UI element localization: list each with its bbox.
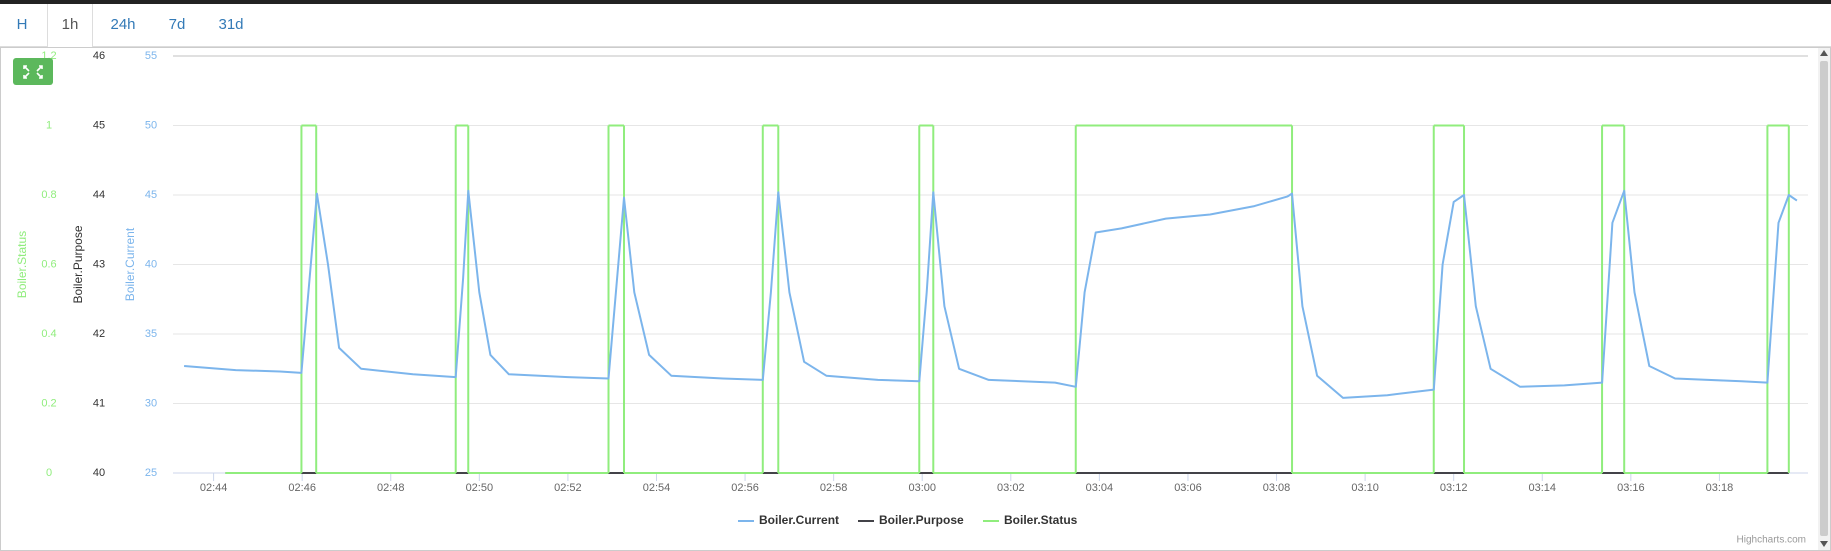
x-tick-label: 03:18	[1706, 482, 1734, 494]
credits[interactable]: Highcharts.com	[1737, 535, 1806, 546]
scrollbar-thumb[interactable]	[1820, 61, 1828, 536]
scroll-down[interactable]	[1820, 541, 1828, 547]
x-tick-label: 03:10	[1351, 482, 1379, 494]
y-tick-label: 0.4	[41, 328, 56, 340]
y-tick-label: 0	[46, 467, 52, 479]
y-tick-label: 55	[145, 50, 157, 62]
chart-frame	[0, 47, 1831, 551]
y-tick-label: 44	[93, 189, 105, 201]
y-tick-label: 50	[145, 119, 157, 131]
y-tick-label: 0.8	[41, 189, 56, 201]
scroll-up[interactable]	[1820, 50, 1828, 56]
y-tick-label: 46	[93, 50, 105, 62]
tab[interactable]: H	[16, 16, 28, 33]
x-tick-label: 03:12	[1440, 482, 1468, 494]
x-tick-label: 02:52	[554, 482, 582, 494]
tab[interactable]: 1h	[47, 4, 93, 47]
y-tick-label: 43	[93, 258, 105, 270]
y-tick-label: 40	[93, 467, 105, 479]
legend-item[interactable]: Boiler.Purpose	[858, 513, 964, 527]
x-tick-label: 02:58	[820, 482, 848, 494]
tab[interactable]: 7d	[168, 16, 186, 33]
x-tick-label: 03:06	[1174, 482, 1202, 494]
y-axis-title: Boiler.Current	[123, 227, 137, 301]
legend-label[interactable]: Boiler.Current	[759, 513, 839, 527]
series-line	[184, 189, 1798, 399]
plot-layer: 00.20.40.60.811.2Boiler.Status4041424344…	[15, 50, 1808, 527]
legend-label[interactable]: Boiler.Status	[1004, 513, 1078, 527]
tab[interactable]: 24h	[110, 16, 136, 33]
x-tick-label: 03:14	[1529, 482, 1557, 494]
x-tick-label: 03:16	[1617, 482, 1645, 494]
x-tick-label: 03:00	[908, 482, 936, 494]
y-axis-title: Boiler.Status	[15, 231, 29, 298]
fullscreen-button[interactable]	[13, 58, 53, 85]
x-tick-label: 02:46	[288, 482, 316, 494]
fullscreen-icon[interactable]	[23, 65, 43, 79]
y-axis-title: Boiler.Purpose	[71, 225, 85, 303]
top-bar	[0, 0, 1831, 4]
x-tick-label: 03:08	[1263, 482, 1291, 494]
y-tick-label: 25	[145, 467, 157, 479]
x-tick-label: 02:44	[200, 482, 228, 494]
y-tick-label: 0.2	[41, 397, 56, 409]
x-tick-label: 02:48	[377, 482, 405, 494]
legend-item[interactable]: Boiler.Status	[983, 513, 1078, 527]
y-tick-label: 35	[145, 328, 157, 340]
y-tick-label: 40	[145, 258, 157, 270]
x-tick-label: 03:04	[1086, 482, 1114, 494]
chart: 00.20.40.60.811.2Boiler.Status4041424344…	[0, 47, 1831, 551]
y-tick-label: 41	[93, 397, 105, 409]
y-tick-label: 45	[145, 189, 157, 201]
tab[interactable]: 31d	[218, 16, 244, 33]
y-tick-label: 1	[46, 119, 52, 131]
x-tick-label: 03:02	[997, 482, 1025, 494]
y-tick-label: 45	[93, 119, 105, 131]
y-tick-label: 0.6	[41, 258, 56, 270]
legend-label[interactable]: Boiler.Purpose	[879, 513, 964, 527]
x-tick-label: 02:50	[466, 482, 494, 494]
y-tick-label: 30	[145, 397, 157, 409]
x-tick-label: 02:56	[731, 482, 759, 494]
legend-item[interactable]: Boiler.Current	[738, 513, 839, 527]
y-tick-label: 42	[93, 328, 105, 340]
fullscreen-bg[interactable]	[13, 58, 53, 85]
tab-bar: H 1h 24h 7d 31d	[0, 4, 1831, 47]
x-tick-label: 02:54	[643, 482, 671, 494]
